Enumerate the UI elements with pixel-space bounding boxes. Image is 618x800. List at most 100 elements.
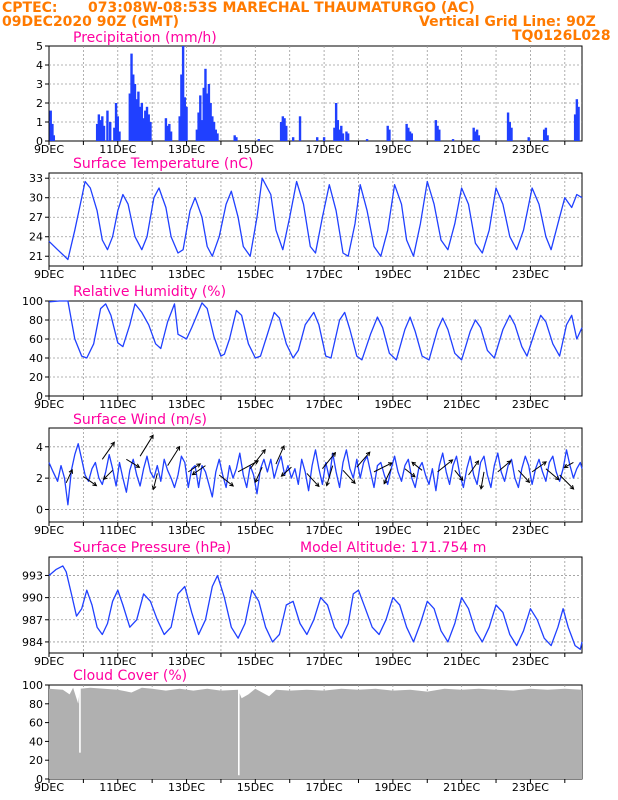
precip-bar [145, 106, 149, 141]
precip-xtick-label: 11DEC [99, 143, 136, 156]
precip-bar [99, 120, 102, 141]
header-source: CPTEC: [2, 0, 58, 16]
header-code: TQ0126L028 [512, 28, 611, 44]
wind-arrow [342, 469, 356, 485]
precip-bar [149, 122, 152, 141]
wind-arrow-shaft [559, 474, 575, 490]
header-date: 09DEC2020 90Z (GMT) [2, 14, 180, 30]
precip-xtick-label: 13DEC [168, 143, 205, 156]
precip-bar [118, 131, 121, 141]
precip-bar [169, 131, 173, 141]
cloud-ytick-label: 100 [22, 679, 43, 692]
precip-bar [181, 46, 185, 141]
pressure-xtick-label: 9DEC [34, 655, 64, 668]
wind-arrow [531, 461, 547, 473]
wind-arrow-head [261, 448, 266, 454]
precip-bar [195, 129, 199, 141]
precip-bar [542, 129, 546, 141]
precip-bar [407, 127, 410, 141]
wind-arrow-head [383, 479, 388, 485]
precip-bar [336, 120, 340, 141]
cloud-dip [238, 686, 240, 776]
wind-arrow [454, 469, 464, 482]
cloud-xtick-label: 21DEC [443, 781, 480, 794]
wind-arrow-shaft [275, 445, 285, 465]
precip-bar [200, 120, 204, 141]
wind-arrow-shaft [254, 466, 263, 483]
wind-arrow [325, 465, 334, 487]
wind-arrow-shaft [531, 461, 547, 473]
precip-bar [128, 93, 132, 141]
cloud-xtick-label: 17DEC [306, 781, 343, 794]
wind-arrow-shaft [356, 451, 371, 468]
wind-arrow-shaft [126, 458, 140, 468]
pressure-ytick-label: 987 [22, 614, 43, 627]
temp-xtick-label: 13DEC [168, 268, 205, 281]
wind-arrow [254, 466, 263, 484]
wind-arrow-head [314, 482, 320, 488]
wind-ytick-label: 0 [36, 503, 43, 516]
wind-arrow [356, 451, 371, 468]
precip-bar [180, 74, 183, 141]
precip-bar [510, 127, 513, 141]
precip-bar [138, 106, 142, 141]
wind-arrow-shaft [454, 469, 464, 481]
wind-arrow [321, 451, 337, 470]
cloud-ytick-label: 40 [29, 735, 43, 748]
precip-bar [338, 129, 341, 141]
precip-bar [436, 125, 439, 141]
wind-arrow-head [351, 479, 356, 485]
pressure-xtick-label: 23DEC [512, 655, 549, 668]
wind-arrow-head [365, 451, 371, 457]
wind-arrow [187, 463, 202, 473]
precip-bar [147, 114, 150, 141]
temp-title: Surface Temperature (nC) [73, 156, 254, 172]
rh-xtick-label: 19DEC [374, 398, 411, 411]
precip-bar [527, 137, 530, 141]
wind-arrow [383, 468, 392, 485]
temp-panel: 21 24 27 30 33 9DEC 11DEC 13DEC 15DEC 17DEC 19DEC 2… [29, 156, 583, 281]
wind-arrow-shaft [65, 469, 73, 484]
precip-bar [214, 129, 217, 141]
wind-arrow-shaft [518, 469, 530, 483]
precip-bar [183, 97, 187, 141]
wind-arrow-head [569, 485, 575, 490]
cloud-ytick-label: 20 [29, 754, 43, 767]
rh-xtick-label: 11DEC [99, 398, 136, 411]
pressure-ytick-label: 990 [22, 592, 43, 605]
precip-bar [202, 87, 205, 141]
wind-arrow-head [151, 485, 157, 491]
precip-bar [283, 118, 286, 141]
wind-arrow-shaft [411, 461, 423, 471]
precip-bar [410, 133, 413, 141]
temp-xtick-label: 21DEC [443, 268, 480, 281]
wind-arrow-head [280, 472, 286, 477]
wind-arrow [545, 468, 560, 481]
header-vertical-grid: Vertical Grid Line: 90Z [419, 14, 596, 30]
cloud-ytick-label: 80 [29, 698, 43, 711]
wind-arrow-shaft [373, 462, 393, 473]
precip-xtick-label: 19DEC [374, 143, 411, 156]
precip-bar [279, 122, 283, 141]
rh-title: Relative Humidity (%) [73, 284, 226, 300]
wind-title: Surface Wind (m/s) [73, 412, 207, 428]
wind-arrow-head [458, 476, 464, 482]
pressure-subtitle: Model Altitude: 171.754 m [300, 540, 486, 556]
pressure-xtick-label: 19DEC [374, 655, 411, 668]
pressure-ytick-label: 993 [22, 569, 43, 582]
wind-arrow [167, 445, 181, 466]
wind-arrow-head [479, 484, 484, 490]
rh-ytick-label: 100 [22, 295, 43, 308]
precip-bar [291, 137, 295, 141]
temp-ytick-label: 33 [29, 172, 43, 185]
wind-arrow [479, 471, 485, 490]
precip-bar [408, 131, 412, 141]
precip-bar [102, 125, 106, 141]
rh-xtick-label: 23DEC [512, 398, 549, 411]
precip-bar [216, 133, 219, 141]
precip-bar [205, 93, 209, 141]
wind-arrow-head [92, 481, 98, 487]
wind-arrow [280, 466, 292, 477]
wind-arrow-shaft [545, 468, 560, 481]
wind-arrow-head [110, 441, 115, 447]
